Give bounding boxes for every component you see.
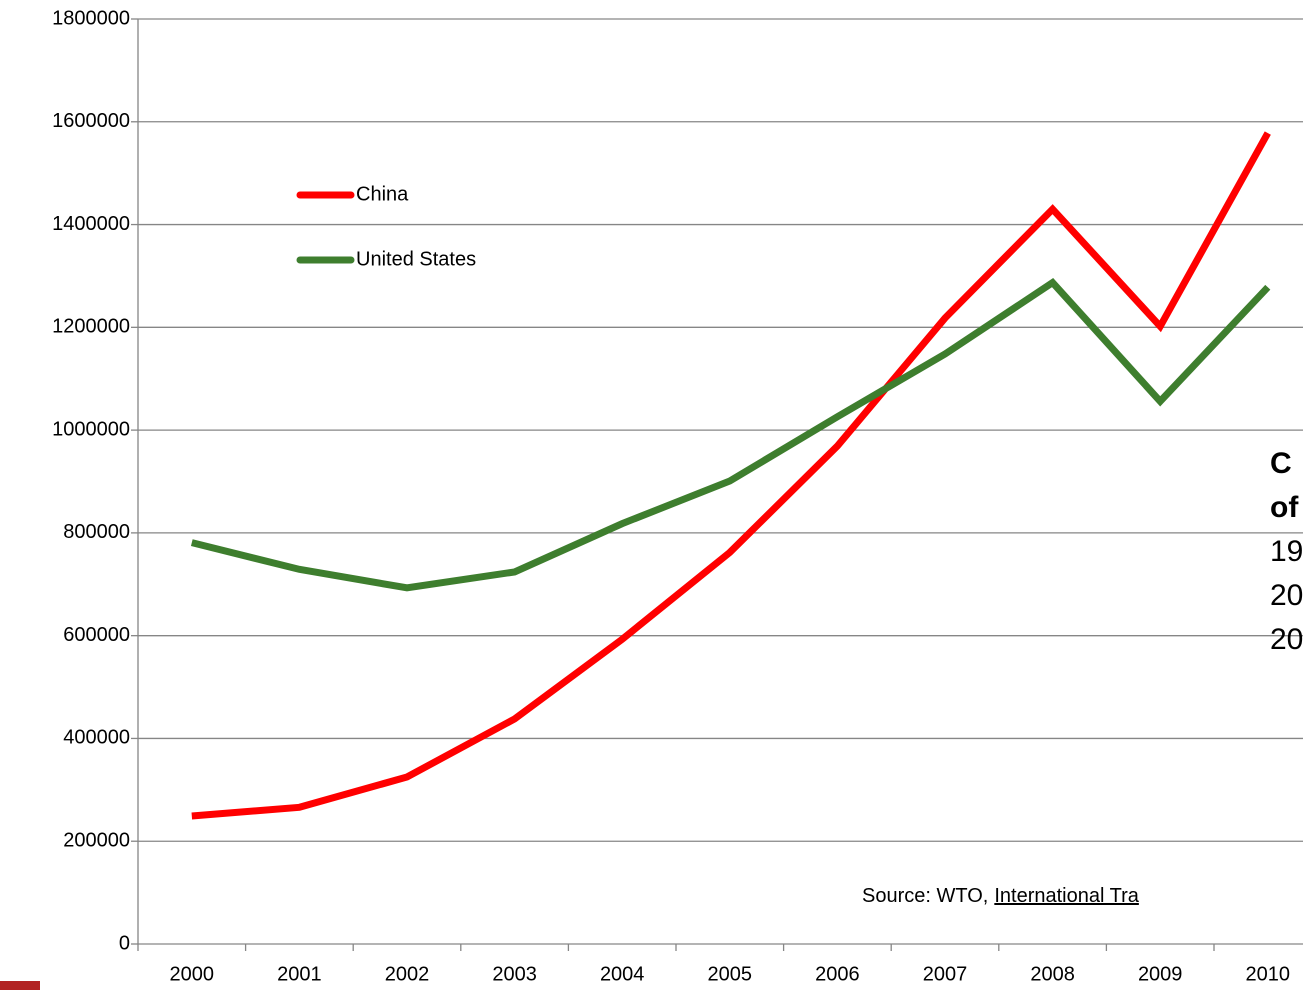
y-tick-label: 400000 bbox=[63, 727, 130, 749]
annotation-line: 20 bbox=[1270, 579, 1303, 612]
source-note: Source: WTO, International Tra bbox=[862, 885, 1140, 907]
y-tick-label: 1800000 bbox=[52, 7, 130, 29]
x-tick-label: 2005 bbox=[708, 963, 753, 985]
source-text: Source: WTO, bbox=[862, 885, 988, 907]
annotation-line: C bbox=[1270, 447, 1292, 480]
legend-label: China bbox=[356, 183, 409, 205]
annotation-line: 19 bbox=[1270, 535, 1303, 568]
x-tick-label: 2004 bbox=[600, 963, 645, 985]
y-tick-label: 1200000 bbox=[52, 316, 130, 338]
x-tick-label: 2009 bbox=[1138, 963, 1183, 985]
annotation-line: of bbox=[1270, 491, 1299, 524]
legend-label: United States bbox=[356, 248, 476, 270]
annotation-line: 20 bbox=[1270, 623, 1303, 656]
y-tick-label: 1600000 bbox=[52, 110, 130, 132]
y-tick-label: 200000 bbox=[63, 830, 130, 852]
y-tick-label: 1000000 bbox=[52, 418, 130, 440]
data-line bbox=[191, 131, 1271, 820]
y-tick-label: 0 bbox=[119, 932, 130, 954]
y-tick-label: 600000 bbox=[63, 624, 130, 646]
x-tick-label: 2007 bbox=[923, 963, 968, 985]
x-tick-label: 2008 bbox=[1030, 963, 1075, 985]
x-tick-label: 2002 bbox=[385, 963, 430, 985]
y-tick-label: 1400000 bbox=[52, 213, 130, 235]
x-tick-label: 2010 bbox=[1246, 963, 1291, 985]
source-link: International Tra bbox=[994, 885, 1139, 907]
data-line bbox=[190, 278, 1271, 592]
corner-decoration bbox=[0, 981, 40, 990]
x-tick-label: 2006 bbox=[815, 963, 860, 985]
x-tick-label: 2000 bbox=[170, 963, 215, 985]
y-tick-label: 800000 bbox=[63, 521, 130, 543]
x-tick-label: 2001 bbox=[277, 963, 322, 985]
x-tick-label: 2003 bbox=[492, 963, 537, 985]
